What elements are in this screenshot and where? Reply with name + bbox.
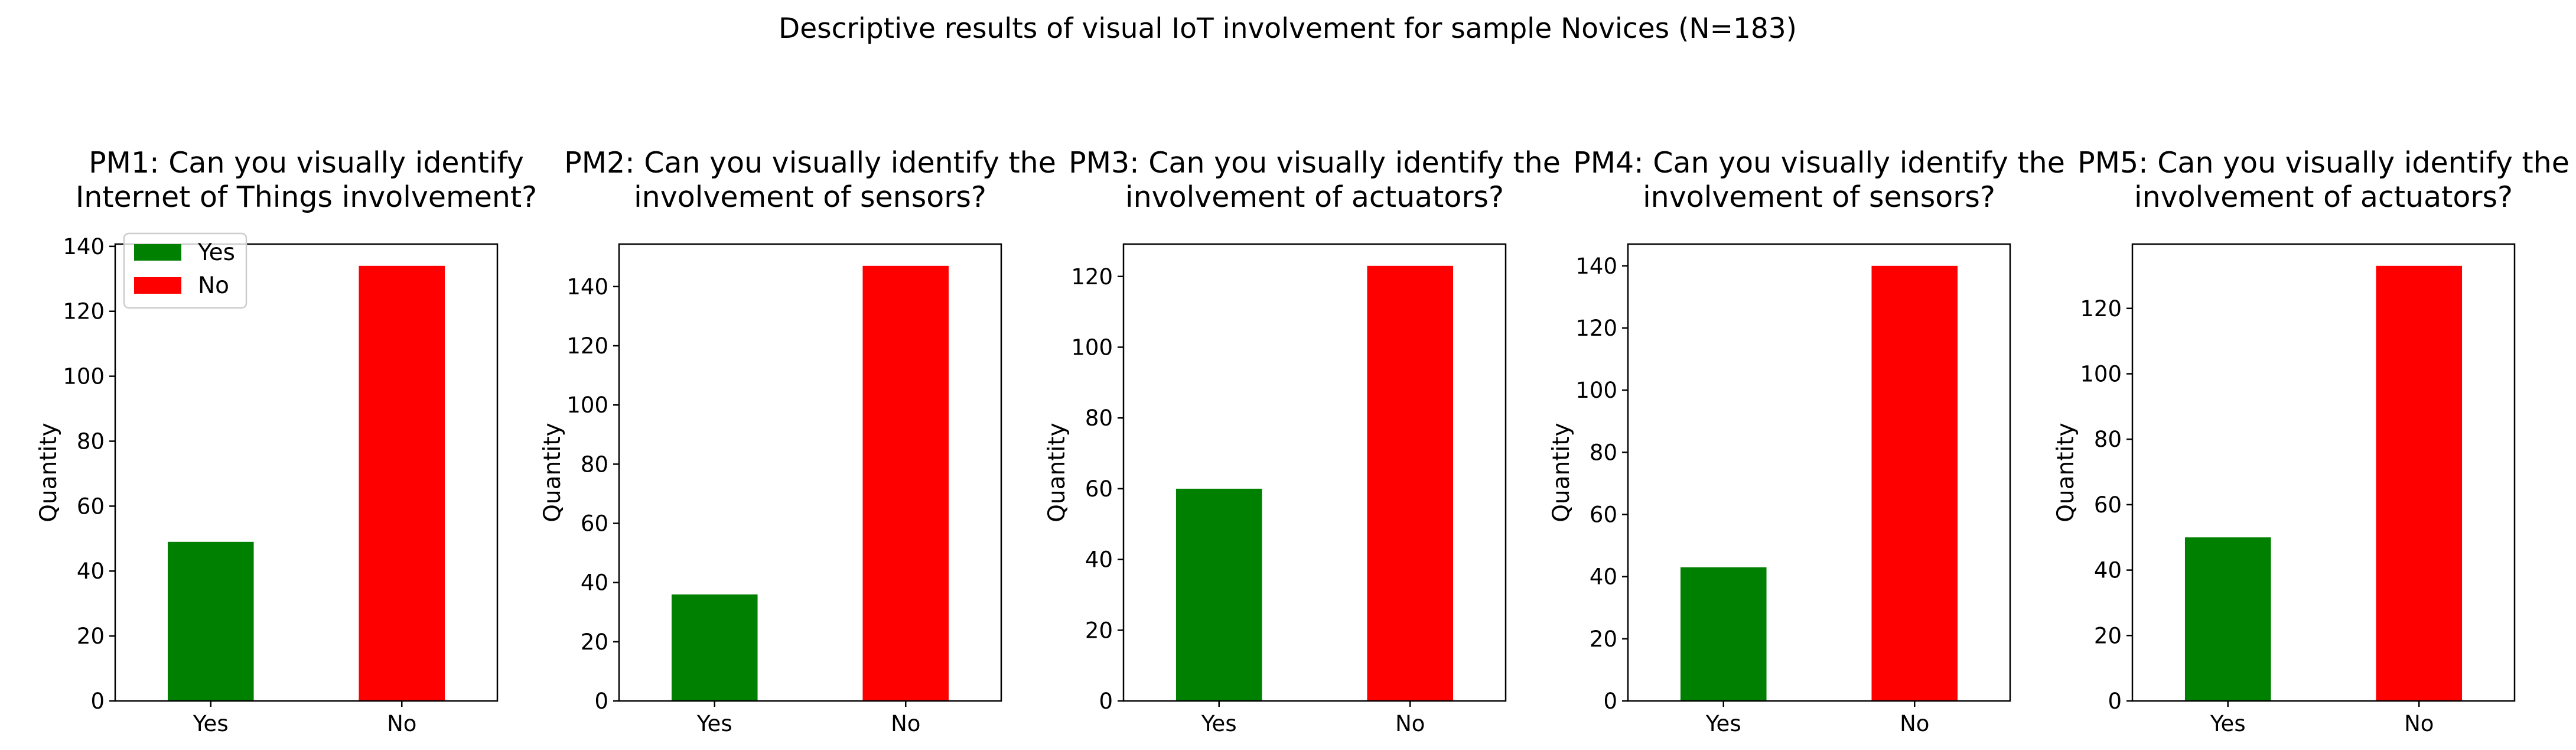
bar-no: [2376, 265, 2463, 701]
y-tick-label: 0: [594, 689, 608, 714]
y-tick-label: 80: [77, 428, 105, 454]
y-tick-label: 120: [566, 333, 608, 359]
y-tick-label: 100: [63, 364, 105, 389]
legend-swatch-yes: [134, 244, 181, 261]
subplot-title-line-2: Internet of Things involvement?: [76, 180, 537, 214]
y-tick-label: 20: [1590, 626, 1617, 652]
y-axis-label: Quantity: [2053, 423, 2079, 522]
subplot-pm2: 0 20 40 60 80 100 120 140 Yes No Quantity PM2: Can …: [539, 146, 1056, 736]
subplot-pm3: 0 20 40 60 80 100 120 Yes No Quantity PM3: Can you…: [1044, 146, 1561, 736]
y-tick-label: 20: [77, 624, 105, 649]
y-tick-label: 120: [63, 299, 105, 324]
bar-yes: [671, 594, 758, 701]
y-tick-label: 80: [1085, 405, 1113, 431]
y-tick-label: 0: [2108, 689, 2122, 714]
y-tick-label: 40: [2094, 558, 2122, 583]
y-tick-label: 140: [566, 274, 608, 300]
y-tick-label: 120: [2080, 296, 2122, 322]
y-tick-label: 100: [566, 392, 608, 418]
x-tick-label-no: No: [1395, 711, 1425, 736]
x-tick-label-yes: Yes: [193, 711, 229, 736]
x-tick-label-yes: Yes: [1705, 711, 1741, 736]
y-tick-label: 120: [1575, 316, 1617, 341]
legend-label-yes: Yes: [197, 239, 235, 266]
subplot-title-line-1: PM4: Can you visually identify the: [1573, 146, 2065, 180]
subplot-title-line-1: PM2: Can you visually identify the: [564, 146, 1056, 180]
y-tick-label: 100: [2080, 361, 2122, 387]
y-tick-label: 140: [63, 234, 105, 259]
x-tick-label-yes: Yes: [2210, 711, 2246, 736]
y-tick-label: 20: [1085, 618, 1113, 643]
axes-frame: [114, 243, 499, 702]
y-tick-label: 60: [581, 511, 608, 537]
subplot-pm1: 0 20 40 60 80 100 120 140 Yes No Quantity PM1: Can …: [35, 146, 537, 736]
subplot-pm5: 0 20 40 60 80 100 120 Yes No Quantity PM5: Can you…: [2053, 146, 2570, 736]
y-tick-label: 60: [1590, 502, 1617, 527]
y-tick-label: 100: [1071, 335, 1113, 360]
bar-no: [1871, 265, 1958, 701]
figure-suptitle: Descriptive results of visual IoT involv…: [779, 12, 1797, 45]
x-tick-label-no: No: [891, 711, 920, 736]
bar-yes: [2184, 537, 2271, 701]
axes-frame: [1122, 243, 1507, 702]
y-tick-label: 140: [1575, 254, 1617, 279]
y-tick-label: 40: [1085, 547, 1113, 573]
y-tick-label: 20: [581, 629, 608, 655]
y-tick-label: 0: [1603, 689, 1617, 714]
bar-yes: [1175, 488, 1262, 701]
subplot-pm4: 0 20 40 60 80 100 120 140 Yes No Quantity PM4: Can …: [1548, 146, 2065, 736]
y-tick-label: 100: [1575, 378, 1617, 403]
subplot-title-line-1: PM3: Can you visually identify the: [1069, 146, 1561, 180]
axes-frame: [1627, 243, 2011, 702]
y-tick-label: 60: [1085, 476, 1113, 502]
bar-no: [359, 265, 445, 701]
subplot-title-line-1: PM5: Can you visually identify the: [2077, 146, 2570, 180]
x-tick-label-yes: Yes: [696, 711, 732, 736]
axes-frame: [2131, 243, 2516, 702]
subplot-title-line-2: involvement of sensors?: [1643, 180, 1995, 214]
y-tick-label: 0: [90, 689, 105, 714]
subplot-title-line-1: PM1: Can you visually identify: [89, 146, 524, 180]
y-axis-label: Quantity: [1548, 423, 1575, 522]
y-tick-label: 40: [1590, 564, 1617, 590]
y-tick-label: 60: [2094, 492, 2122, 518]
legend: Yes No: [123, 232, 247, 309]
y-tick-label: 120: [1071, 264, 1113, 290]
bar-no: [862, 265, 949, 701]
axes-frame: [618, 243, 1002, 702]
bar-yes: [167, 541, 254, 701]
y-tick-label: 60: [77, 493, 105, 519]
bar-yes: [1680, 567, 1767, 701]
y-axis-label: Quantity: [539, 423, 566, 522]
y-tick-label: 40: [77, 559, 105, 584]
x-tick-label-no: No: [1900, 711, 1929, 736]
subplot-title-line-2: involvement of actuators?: [1125, 180, 1504, 214]
legend-swatch-no: [134, 277, 181, 294]
y-axis-label: Quantity: [1044, 423, 1070, 522]
legend-label-no: No: [198, 272, 229, 299]
subplot-title-line-2: involvement of actuators?: [2134, 180, 2513, 214]
x-tick-label-yes: Yes: [1201, 711, 1237, 736]
x-tick-label-no: No: [2404, 711, 2434, 736]
y-tick-label: 80: [2094, 427, 2122, 452]
subplots: 0 20 40 60 80 100 120 140 Yes No Quantity PM1: Can …: [35, 146, 2570, 736]
y-tick-label: 80: [581, 452, 608, 477]
y-tick-label: 20: [2094, 623, 2122, 648]
subplot-title-line-2: involvement of sensors?: [634, 180, 986, 214]
bar-no: [1367, 265, 1454, 701]
y-tick-label: 0: [1099, 689, 1113, 714]
y-tick-label: 40: [581, 570, 608, 596]
x-tick-label-no: No: [387, 711, 416, 736]
y-axis-label: Quantity: [35, 423, 62, 522]
y-tick-label: 80: [1590, 440, 1617, 465]
